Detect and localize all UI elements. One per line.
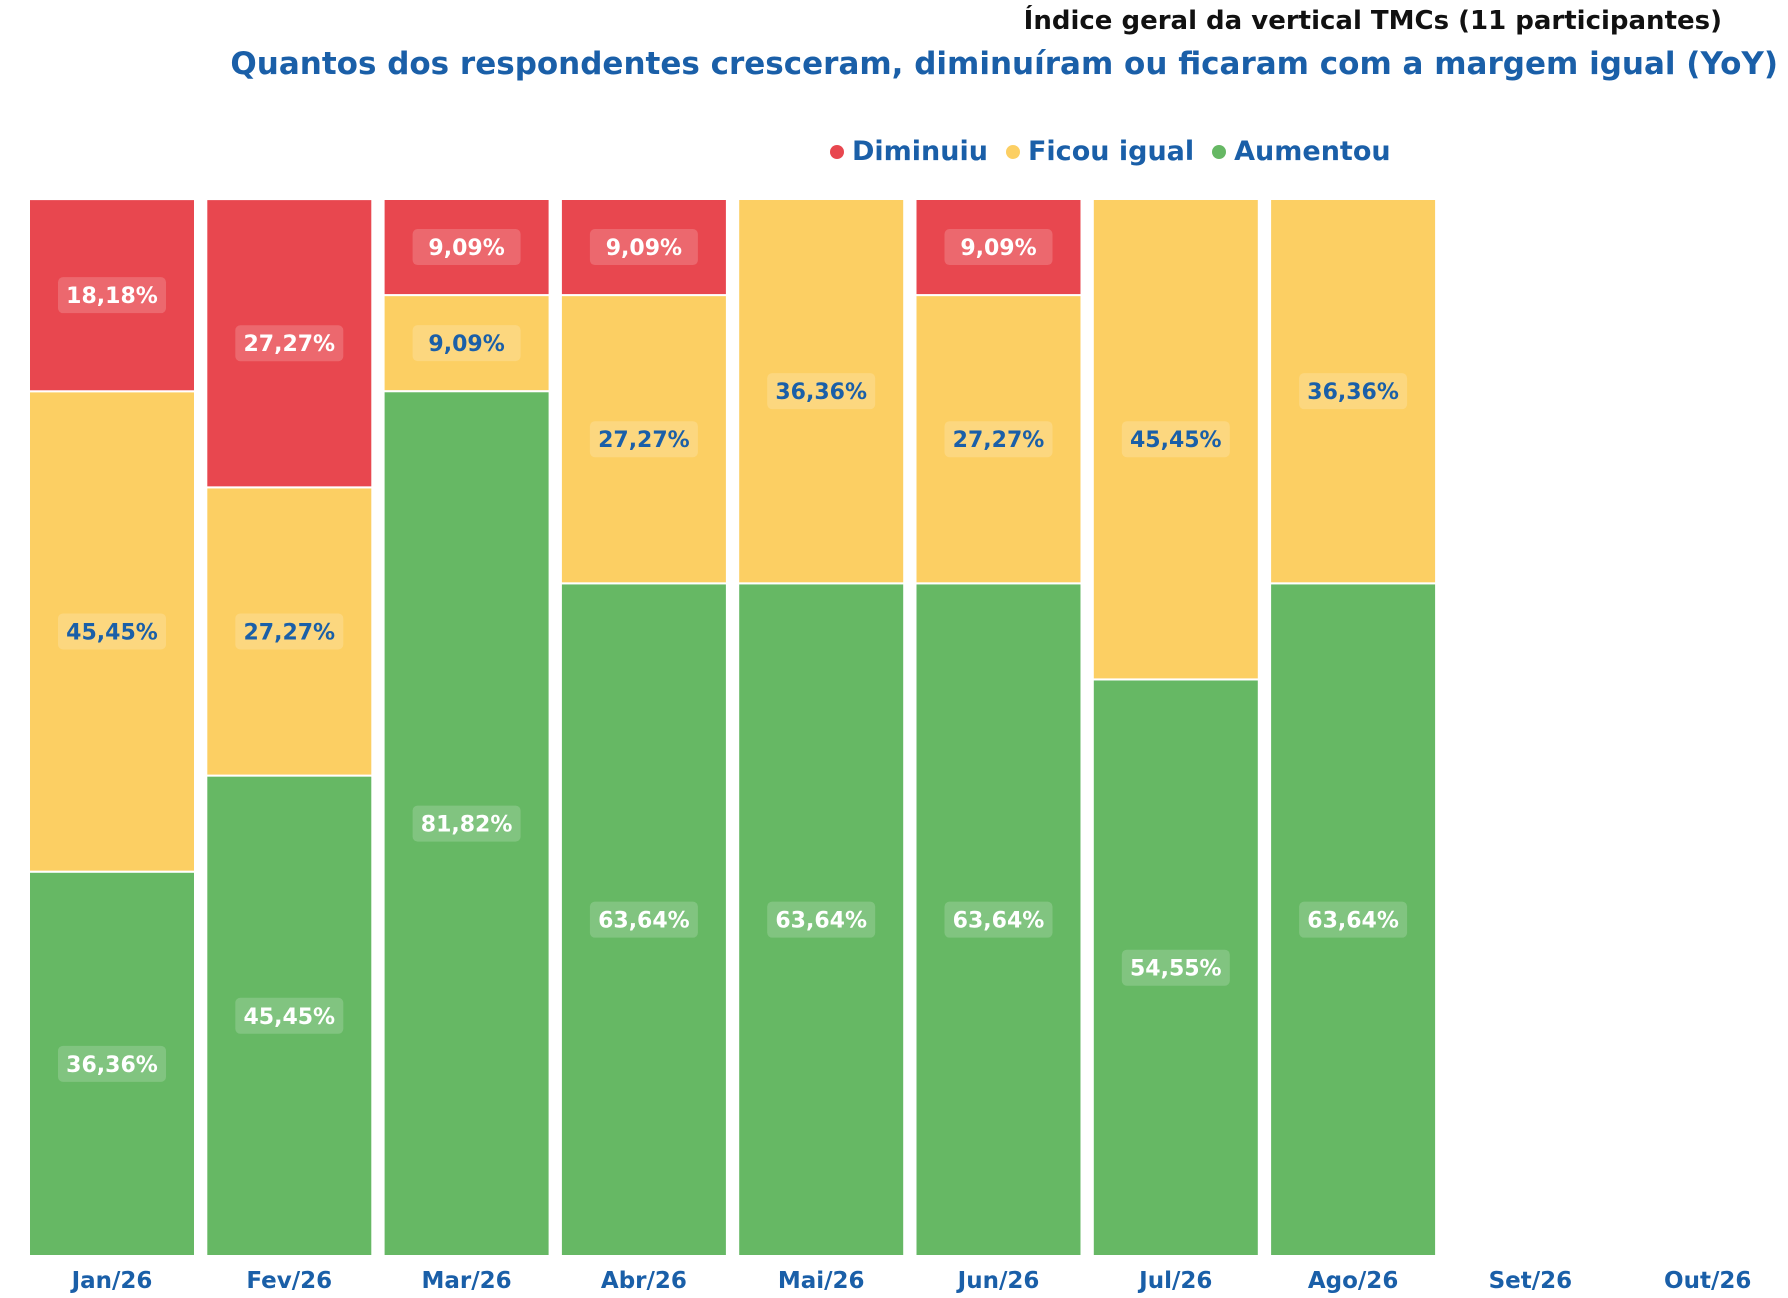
- data-label-bg: [767, 901, 876, 938]
- x-tick-label-ago-26: Ago/26: [1308, 1268, 1398, 1294]
- data-label-bg: [1121, 421, 1230, 458]
- bar-segment-diminuiu-fev-26: [205, 198, 374, 489]
- legend: Diminuiu Ficou igual Aumentou: [830, 136, 1391, 167]
- data-label-ficou-igual-jan-26: 45,45%: [66, 620, 158, 645]
- legend-label-ficou-igual: Ficou igual: [1027, 136, 1195, 167]
- data-label-bg: [235, 325, 344, 362]
- data-label-diminuiu-abr-26: 9,09%: [606, 236, 682, 261]
- data-label-diminuiu-mar-26: 9,09%: [428, 236, 504, 261]
- bar-segment-aumentou-fev-26: [205, 774, 374, 1257]
- x-tick-label-out-26: Out/26: [1664, 1268, 1751, 1294]
- data-label-diminuiu-jan-26: 18,18%: [66, 284, 158, 309]
- x-tick-label-jan-26: Jan/26: [70, 1268, 153, 1294]
- bar-segment-aumentou-mar-26: [382, 390, 551, 1257]
- data-label-bg: [412, 229, 521, 266]
- data-label-aumentou-jul-26: 54,55%: [1130, 957, 1222, 982]
- data-label-ficou-igual-jun-26: 27,27%: [953, 428, 1045, 453]
- data-label-bg: [944, 229, 1053, 266]
- x-tick-label-mai-26: Mai/26: [778, 1268, 865, 1294]
- data-label-aumentou-jun-26: 63,64%: [953, 909, 1045, 934]
- data-label-bg: [1121, 949, 1230, 986]
- legend-item-ficou-igual: Ficou igual: [1005, 136, 1195, 167]
- bar-segment-aumentou-mai-26: [737, 582, 906, 1257]
- data-label-ficou-igual-mar-26: 9,09%: [428, 332, 504, 357]
- data-label-ficou-igual-jul-26: 45,45%: [1130, 428, 1222, 453]
- bar-segment-ficou-igual-fev-26: [205, 486, 374, 777]
- x-tick-label-mar-26: Mar/26: [422, 1268, 512, 1294]
- bar-segment-diminuiu-mar-26: [382, 198, 551, 297]
- data-label-aumentou-abr-26: 63,64%: [598, 909, 690, 934]
- data-label-bg: [767, 373, 876, 410]
- data-label-bg: [589, 421, 698, 458]
- legend-dot-ficou-igual: [1005, 144, 1020, 159]
- data-label-aumentou-ago-26: 63,64%: [1307, 909, 1399, 934]
- data-label-bg: [58, 277, 166, 314]
- data-label-ficou-igual-mai-26: 36,36%: [775, 380, 867, 405]
- data-label-bg: [58, 1045, 166, 1082]
- legend-dot-diminuiu: [830, 144, 844, 159]
- legend-dot-aumentou: [1212, 144, 1227, 159]
- bar-segment-aumentou-abr-26: [559, 582, 728, 1257]
- bar-segment-diminuiu-jun-26: [914, 198, 1083, 297]
- chart-subtitle: Quantos dos respondentes cresceram, dimi…: [230, 46, 1778, 82]
- chart-title: Índice geral da vertical TMCs (11 partic…: [1023, 6, 1722, 36]
- bar-segment-ficou-igual-mai-26: [737, 198, 906, 585]
- data-label-aumentou-jan-26: 36,36%: [66, 1053, 158, 1078]
- data-label-diminuiu-fev-26: 27,27%: [243, 332, 335, 357]
- bar-segment-ficou-igual-jul-26: [1091, 198, 1260, 681]
- bar-segment-aumentou-jun-26: [914, 582, 1083, 1257]
- legend-item-diminuiu: Diminuiu: [830, 136, 988, 167]
- bar-segment-aumentou-jul-26: [1091, 678, 1260, 1257]
- x-tick-label-jun-26: Jun/26: [956, 1268, 1040, 1294]
- legend-label-aumentou: Aumentou: [1234, 136, 1391, 167]
- data-label-bg: [235, 997, 344, 1034]
- x-tick-label-fev-26: Fev/26: [246, 1268, 332, 1294]
- data-label-bg: [1299, 901, 1408, 938]
- bar-segment-ficou-igual-jan-26: [28, 390, 196, 873]
- data-label-diminuiu-jun-26: 9,09%: [960, 236, 1036, 261]
- data-label-bg: [944, 901, 1053, 938]
- x-tick-label-set-26: Set/26: [1489, 1268, 1573, 1294]
- data-label-bg: [589, 229, 698, 266]
- bar-segment-ficou-igual-mar-26: [382, 294, 551, 393]
- bar-segment-ficou-igual-ago-26: [1269, 198, 1438, 585]
- data-label-bg: [412, 325, 521, 362]
- legend-item-aumentou: Aumentou: [1212, 136, 1391, 167]
- data-label-bg: [235, 613, 344, 650]
- bar-segment-diminuiu-jan-26: [28, 198, 196, 393]
- data-label-aumentou-mar-26: 81,82%: [421, 813, 513, 838]
- legend-label-diminuiu: Diminuiu: [852, 136, 988, 167]
- data-label-bg: [58, 613, 166, 650]
- bar-segment-aumentou-jan-26: [28, 870, 196, 1257]
- x-tick-label-jul-26: Jul/26: [1137, 1268, 1212, 1294]
- data-label-bg: [412, 805, 521, 842]
- bar-segment-ficou-igual-abr-26: [559, 294, 728, 585]
- data-label-ficou-igual-abr-26: 27,27%: [598, 428, 690, 453]
- bar-segment-diminuiu-abr-26: [559, 198, 728, 297]
- data-label-bg: [1299, 373, 1408, 410]
- data-label-aumentou-fev-26: 45,45%: [243, 1005, 335, 1030]
- data-label-bg: [589, 901, 698, 938]
- data-label-ficou-igual-ago-26: 36,36%: [1307, 380, 1399, 405]
- data-label-bg: [944, 421, 1053, 458]
- x-tick-label-abr-26: Abr/26: [601, 1268, 687, 1294]
- data-label-aumentou-mai-26: 63,64%: [775, 909, 867, 934]
- data-label-ficou-igual-fev-26: 27,27%: [243, 620, 335, 645]
- bar-segment-ficou-igual-jun-26: [914, 294, 1083, 585]
